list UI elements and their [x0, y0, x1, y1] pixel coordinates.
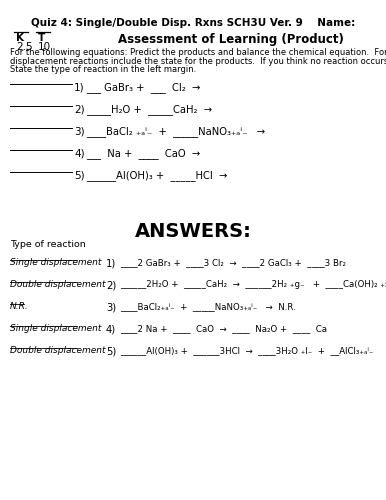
Text: Type of reaction: Type of reaction — [10, 240, 86, 249]
Text: K: K — [16, 33, 24, 43]
Text: ____BaCl₂₊ₐⁱ₋  +  _____NaNO₃₊ₐⁱ₋   →  N.R.: ____BaCl₂₊ₐⁱ₋ + _____NaNO₃₊ₐⁱ₋ → N.R. — [120, 302, 296, 311]
Text: Quiz 4: Single/Double Disp. Rxns SCH3U Ver. 9    Name:: Quiz 4: Single/Double Disp. Rxns SCH3U V… — [31, 18, 355, 28]
Text: Assessment of Learning (Product): Assessment of Learning (Product) — [118, 33, 344, 46]
Text: 2.5: 2.5 — [16, 42, 33, 52]
Text: State the type of reaction in the left margin.: State the type of reaction in the left m… — [10, 65, 196, 74]
Text: 1): 1) — [106, 258, 116, 268]
Text: ____2 Na +  ____  CaO  →  ____  Na₂O +  ____  Ca: ____2 Na + ____ CaO → ____ Na₂O + ____ C… — [120, 324, 327, 333]
Text: Single displacement: Single displacement — [10, 258, 102, 267]
Text: 4): 4) — [74, 148, 85, 158]
Text: 2): 2) — [106, 280, 116, 290]
Text: ______2H₂O +  _____CaH₂  →  ______2H₂ ₊g₋   +  ____Ca(OH)₂ ₊s₋: ______2H₂O + _____CaH₂ → ______2H₂ ₊g₋ +… — [120, 280, 386, 289]
Text: 3): 3) — [74, 126, 85, 136]
Text: ______Al(OH)₃ +  _____HCl  →: ______Al(OH)₃ + _____HCl → — [86, 170, 227, 181]
Text: 1): 1) — [74, 82, 85, 92]
Text: 5): 5) — [74, 170, 85, 180]
Text: N.R.: N.R. — [10, 302, 29, 311]
Text: ANSWERS:: ANSWERS: — [135, 222, 251, 241]
Text: 10: 10 — [38, 42, 51, 52]
Text: ___ GaBr₃ +  ___  Cl₂  →: ___ GaBr₃ + ___ Cl₂ → — [86, 82, 200, 93]
Text: _____H₂O +  _____CaH₂  →: _____H₂O + _____CaH₂ → — [86, 104, 212, 115]
Text: Single displacement: Single displacement — [10, 324, 102, 333]
Text: ____BaCl₂ ₊ₐⁱ₋  +  _____NaNO₃₊ₐⁱ₋   →: ____BaCl₂ ₊ₐⁱ₋ + _____NaNO₃₊ₐⁱ₋ → — [86, 126, 265, 137]
Text: 5): 5) — [106, 346, 116, 356]
Text: displacement reactions include the state for the products.  If you think no reac: displacement reactions include the state… — [10, 56, 386, 66]
Text: ______Al(OH)₃ +  ______3HCl  →  ____3H₂O ₊l₋  +  __AlCl₃₊ₐⁱ₋: ______Al(OH)₃ + ______3HCl → ____3H₂O ₊l… — [120, 346, 373, 355]
Text: ____2 GaBr₃ +  ____3 Cl₂  →  ____2 GaCl₃ +  ____3 Br₂: ____2 GaBr₃ + ____3 Cl₂ → ____2 GaCl₃ + … — [120, 258, 346, 267]
Text: 3): 3) — [106, 302, 116, 312]
Text: Double displacement: Double displacement — [10, 280, 105, 289]
Text: Double displacement: Double displacement — [10, 346, 105, 355]
Text: For the following equations: Predict the products and balance the chemical equat: For the following equations: Predict the… — [10, 48, 386, 57]
Text: ___  Na +  ____  CaO  →: ___ Na + ____ CaO → — [86, 148, 200, 159]
Text: T: T — [38, 33, 45, 43]
Text: 2): 2) — [74, 104, 85, 114]
Text: 4): 4) — [106, 324, 116, 334]
